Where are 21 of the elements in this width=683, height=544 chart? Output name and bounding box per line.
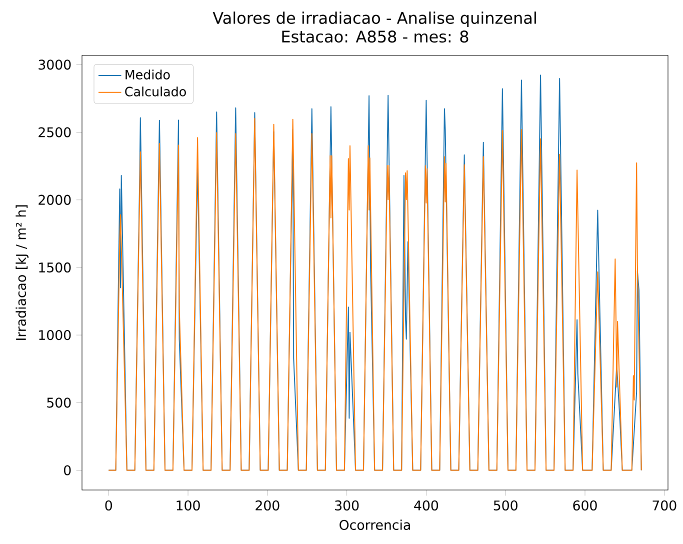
x-tick-label: 600	[573, 500, 597, 510]
chart-subtitle: Estacao: A858 - mes: 8	[282, 30, 468, 43]
y-tick-label: 2500	[38, 127, 71, 138]
y-tick-label: 1500	[39, 262, 71, 273]
x-tick-label: 100	[176, 500, 200, 510]
y-tick-label: 500	[47, 398, 71, 408]
y-tick-label: 0	[64, 465, 71, 476]
y-tick-label: 1000	[39, 330, 71, 340]
x-tick-label: 700	[652, 500, 676, 510]
x-tick-label: 200	[256, 500, 280, 510]
x-tick-label: 0	[105, 500, 112, 510]
legend-label: Medido	[126, 70, 170, 80]
x-tick-label: 400	[414, 500, 438, 510]
x-tick-label: 500	[494, 500, 518, 510]
y-tick-label: 3000	[38, 60, 71, 70]
legend-label: Calculado	[125, 86, 186, 96]
x-axis-title: Ocorrencia	[340, 520, 410, 530]
chart-title: Valores de irradiacao - Analise quinzenal	[212, 12, 536, 28]
x-tick-label: 300	[335, 500, 359, 510]
y-axis-title: Irradiacao [kJ / m² h]	[16, 205, 29, 340]
y-tick-label: 2000	[38, 194, 71, 205]
